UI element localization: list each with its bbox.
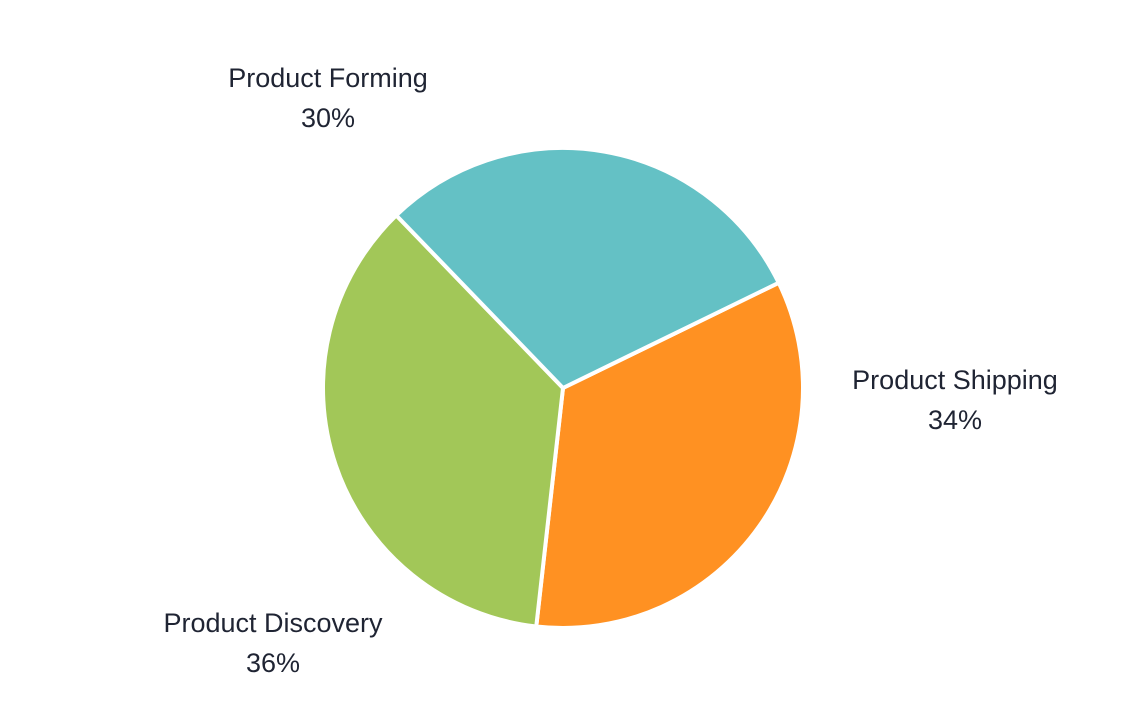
slice-label-product-forming: Product Forming <box>228 63 428 93</box>
slice-label-product-shipping: Product Shipping <box>852 365 1058 395</box>
slice-percent-product-forming: 30% <box>300 103 356 133</box>
label-product-forming: Product Forming 30% <box>168 58 488 138</box>
pie-slice-product-forming <box>394 146 781 390</box>
label-product-discovery: Product Discovery 36% <box>113 603 433 683</box>
slice-percent-product-shipping: 34% <box>927 405 983 435</box>
slice-percent-product-discovery: 36% <box>245 648 301 678</box>
label-product-shipping: Product Shipping 34% <box>795 360 1115 440</box>
pie-slice-product-discovery <box>321 213 565 629</box>
slice-label-product-discovery: Product Discovery <box>163 608 383 638</box>
